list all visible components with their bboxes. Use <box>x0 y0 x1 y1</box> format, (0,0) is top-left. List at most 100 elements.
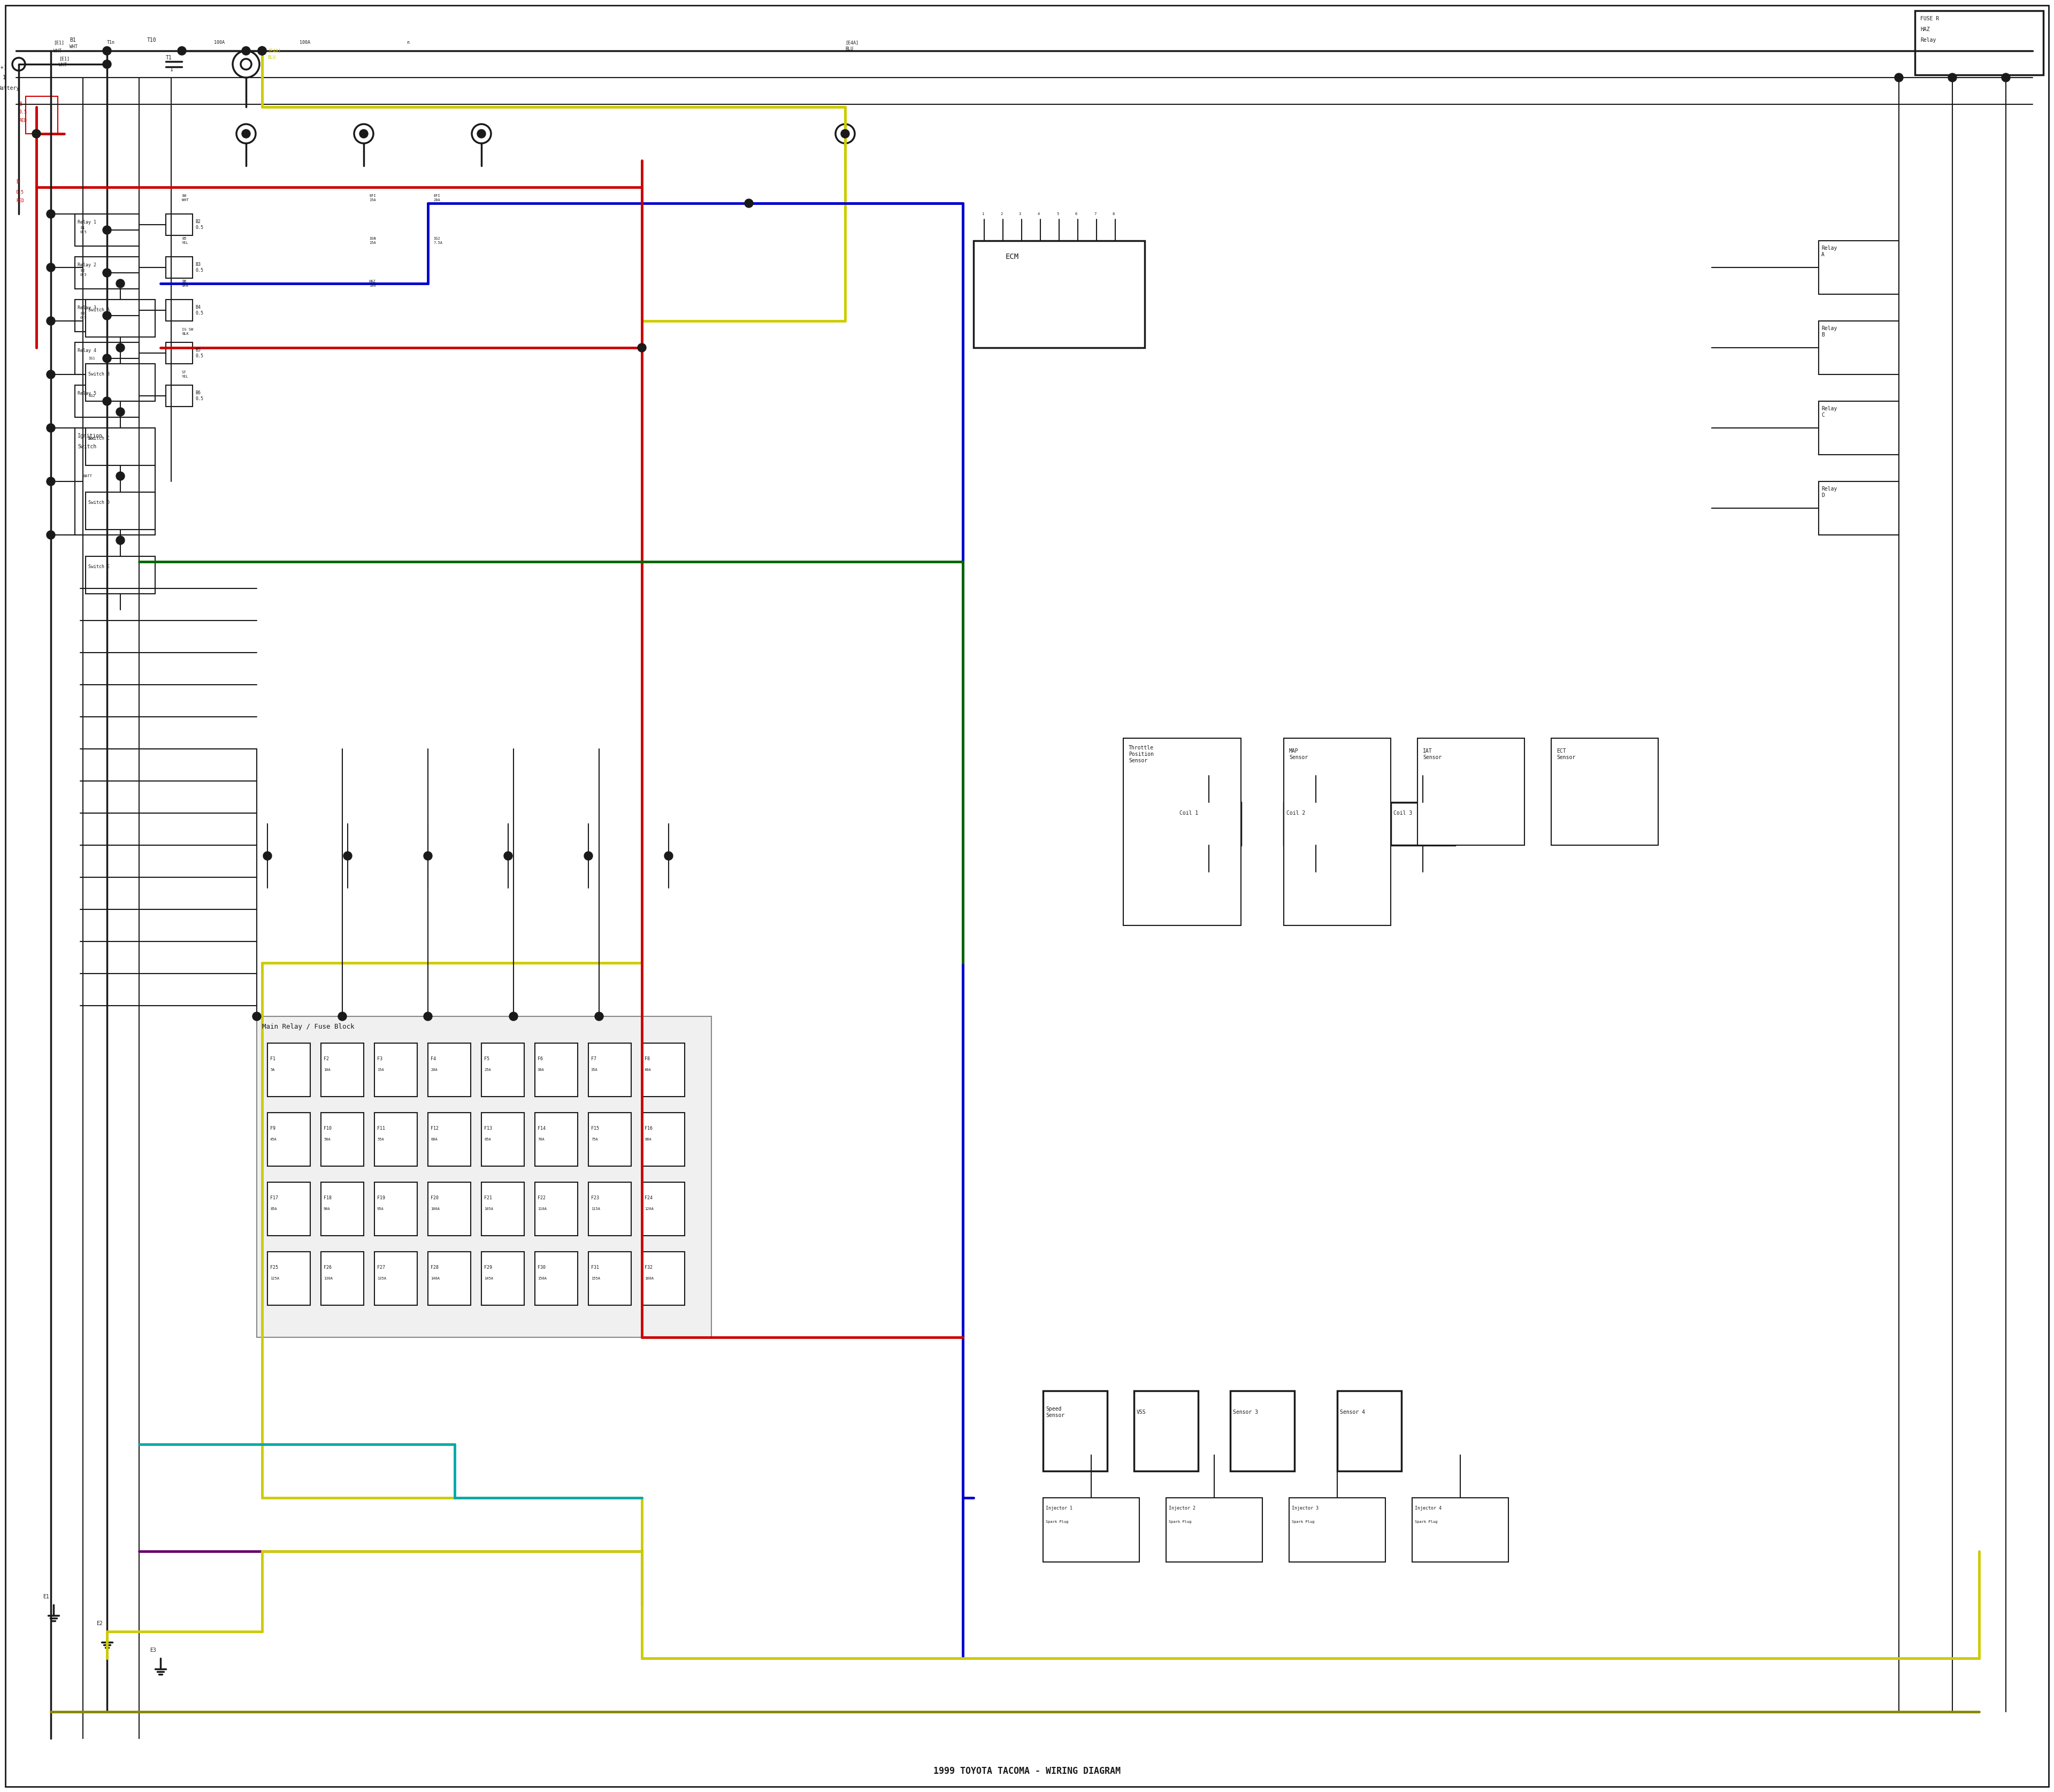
Circle shape <box>840 129 850 138</box>
Bar <box>1284 738 1391 925</box>
Text: E1: E1 <box>43 1595 49 1600</box>
Text: 1: 1 <box>170 66 173 72</box>
Text: F5: F5 <box>485 1057 489 1061</box>
Text: Relay: Relay <box>1920 38 1937 43</box>
Bar <box>86 493 156 530</box>
Text: Relay 3: Relay 3 <box>78 305 97 310</box>
Text: F11: F11 <box>378 1127 386 1131</box>
Text: Spark Plug: Spark Plug <box>1045 1520 1068 1523</box>
Text: 135A: 135A <box>378 1278 386 1279</box>
Circle shape <box>1947 73 1957 82</box>
Circle shape <box>103 59 111 68</box>
Text: MAP
Sensor: MAP Sensor <box>1290 749 1308 760</box>
Text: 150A: 150A <box>538 1278 546 1279</box>
Text: ECM: ECM <box>1006 253 1019 260</box>
Text: F1: F1 <box>271 1057 275 1061</box>
Text: F31: F31 <box>592 1265 600 1271</box>
Text: (+): (+) <box>0 65 6 70</box>
Bar <box>257 1016 711 1337</box>
Text: EFI
20A: EFI 20A <box>433 195 440 201</box>
Text: 105A: 105A <box>485 1208 493 1211</box>
Text: T1: T1 <box>166 56 173 61</box>
Text: B: B <box>16 179 18 185</box>
Text: T10: T10 <box>148 38 156 43</box>
Text: 1999 TOYOTA TACOMA - WIRING DIAGRAM: 1999 TOYOTA TACOMA - WIRING DIAGRAM <box>933 1767 1121 1776</box>
Text: Relay
C: Relay C <box>1822 407 1836 418</box>
Text: IG1: IG1 <box>88 357 94 360</box>
Text: IG2
7.5A: IG2 7.5A <box>433 237 442 244</box>
Text: WHT: WHT <box>70 45 78 50</box>
Bar <box>74 342 140 375</box>
Text: FUSE R: FUSE R <box>1920 16 1939 22</box>
Text: 120A: 120A <box>645 1208 653 1211</box>
Circle shape <box>253 1012 261 1021</box>
Text: WHT: WHT <box>53 48 62 54</box>
Text: F18: F18 <box>325 1195 331 1201</box>
Bar <box>1043 1498 1140 1563</box>
Circle shape <box>583 851 594 860</box>
Text: 6: 6 <box>1074 213 1078 215</box>
Bar <box>534 1043 577 1097</box>
Bar <box>374 1253 417 1305</box>
Text: [E1]: [E1] <box>60 56 70 61</box>
Text: 50A: 50A <box>325 1138 331 1142</box>
Bar <box>641 1183 684 1236</box>
Text: 20A: 20A <box>431 1068 438 1072</box>
Text: 125A: 125A <box>271 1278 279 1279</box>
Bar <box>86 299 156 337</box>
Text: 5: 5 <box>1056 213 1058 215</box>
Text: F24: F24 <box>645 1195 653 1201</box>
Text: 15A: 15A <box>378 1068 384 1072</box>
Text: RED: RED <box>18 118 27 124</box>
Text: F20: F20 <box>431 1195 440 1201</box>
Text: Spark Plug: Spark Plug <box>1169 1520 1191 1523</box>
Bar <box>1818 401 1898 455</box>
Circle shape <box>339 1012 347 1021</box>
Text: 85A: 85A <box>271 1208 277 1211</box>
Bar <box>1413 1498 1508 1563</box>
Text: 3: 3 <box>1019 213 1021 215</box>
Bar <box>74 428 156 536</box>
Text: 0.5: 0.5 <box>18 109 27 115</box>
Text: BATT: BATT <box>82 475 92 478</box>
Bar <box>1551 738 1658 846</box>
Text: Coil 2: Coil 2 <box>1286 810 1304 815</box>
Bar <box>1124 738 1241 925</box>
Text: 1: 1 <box>2 75 6 81</box>
Text: 1: 1 <box>982 213 984 215</box>
Circle shape <box>103 269 111 278</box>
Circle shape <box>177 47 187 56</box>
Bar <box>74 213 140 246</box>
Circle shape <box>47 263 55 272</box>
Text: 25A: 25A <box>485 1068 491 1072</box>
Bar <box>587 1183 631 1236</box>
Circle shape <box>259 47 267 56</box>
Text: 95A: 95A <box>378 1208 384 1211</box>
Text: 8: 8 <box>1113 213 1115 215</box>
Text: Relay 1: Relay 1 <box>78 220 97 224</box>
Text: Switch: Switch <box>78 444 97 450</box>
Text: F21: F21 <box>485 1195 493 1201</box>
Circle shape <box>663 851 674 860</box>
Text: 55A: 55A <box>378 1138 384 1142</box>
Text: F19: F19 <box>378 1195 386 1201</box>
Text: Relay 4: Relay 4 <box>78 348 97 353</box>
Bar <box>1134 1391 1197 1471</box>
Text: F25: F25 <box>271 1265 277 1271</box>
Text: B: B <box>18 102 23 108</box>
Bar <box>534 1183 577 1236</box>
Bar <box>1167 1498 1263 1563</box>
Text: F3: F3 <box>378 1057 382 1061</box>
Text: 75A: 75A <box>592 1138 598 1142</box>
Bar <box>534 1113 577 1167</box>
Text: F6: F6 <box>538 1057 542 1061</box>
Circle shape <box>47 423 55 432</box>
Bar <box>74 256 140 289</box>
Text: 100A: 100A <box>214 41 224 45</box>
Bar <box>25 97 58 134</box>
Bar <box>374 1113 417 1167</box>
Circle shape <box>242 129 251 138</box>
Bar <box>320 1183 364 1236</box>
Circle shape <box>359 129 368 138</box>
Bar <box>166 385 193 407</box>
